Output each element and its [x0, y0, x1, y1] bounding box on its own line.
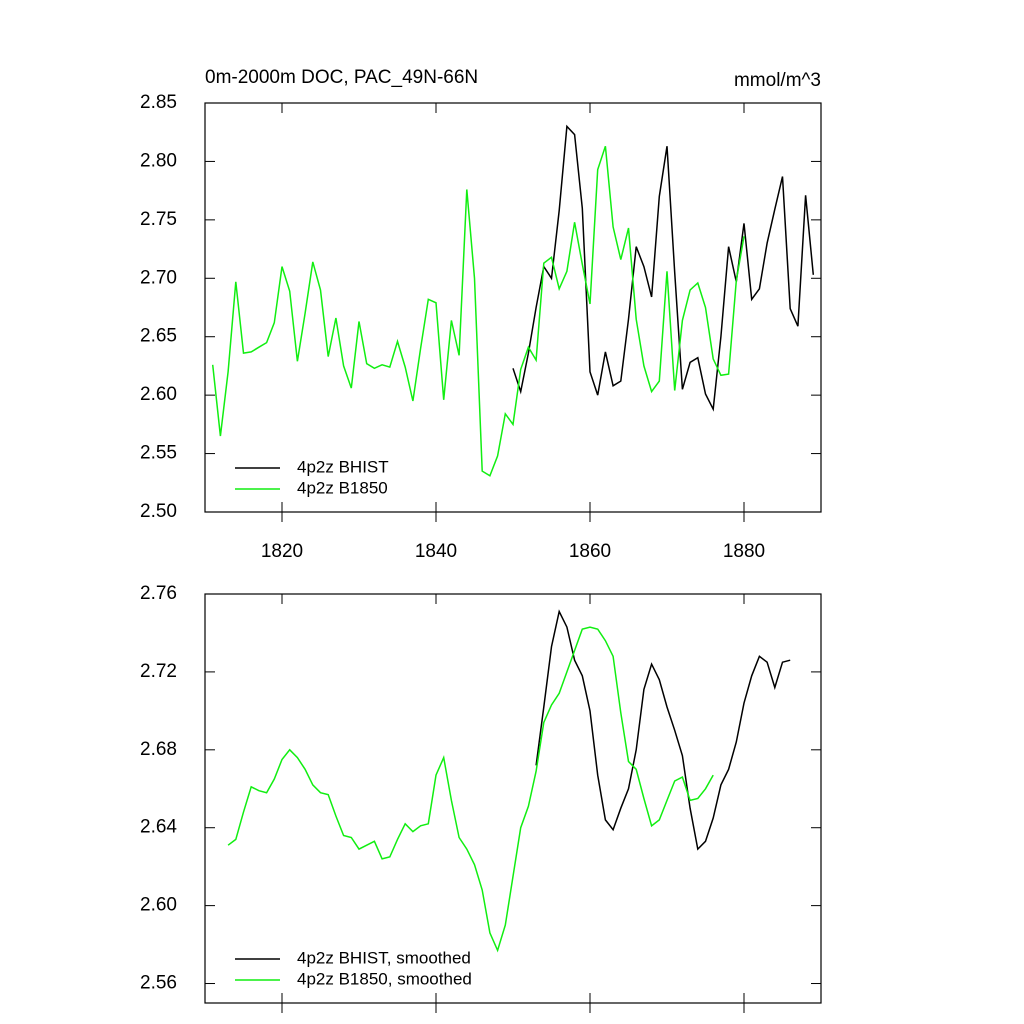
y-tick-label: 2.76	[140, 583, 177, 604]
plot-frame	[204, 593, 822, 1004]
data-line	[211, 145, 745, 477]
data-line	[535, 609, 791, 851]
chart-title: 0m-2000m DOC, PAC_49N-66N	[205, 67, 478, 88]
y-tick-label: 2.64	[140, 817, 177, 838]
data-line	[512, 124, 815, 412]
y-tick-label: 2.68	[140, 739, 177, 760]
legend-label: 4p2z BHIST	[297, 457, 389, 476]
y-tick-label: 2.70	[140, 267, 177, 288]
y-tick-label: 2.50	[140, 501, 177, 522]
legend-label: 4p2z B1850	[297, 478, 388, 497]
y-tick-label: 2.56	[140, 973, 177, 994]
data-line	[227, 626, 714, 953]
x-tick-label: 1820	[261, 541, 303, 562]
plot-frame	[204, 102, 822, 513]
y-tick-label: 2.65	[140, 326, 177, 347]
y-tick-label: 2.75	[140, 209, 177, 230]
y-tick-label: 2.60	[140, 384, 177, 405]
y-tick-label: 2.60	[140, 895, 177, 916]
legend-label: 4p2z B1850, smoothed	[297, 969, 472, 988]
x-tick-label: 1860	[569, 541, 611, 562]
y-tick-label: 2.85	[140, 92, 177, 113]
y-tick-label: 2.55	[140, 443, 177, 464]
x-tick-label: 1840	[415, 541, 457, 562]
x-tick-label: 1880	[723, 541, 765, 562]
legend-label: 4p2z BHIST, smoothed	[297, 948, 471, 967]
y-tick-label: 2.80	[140, 150, 177, 171]
units-label: mmol/m^3	[734, 70, 821, 91]
y-tick-label: 2.72	[140, 661, 177, 682]
